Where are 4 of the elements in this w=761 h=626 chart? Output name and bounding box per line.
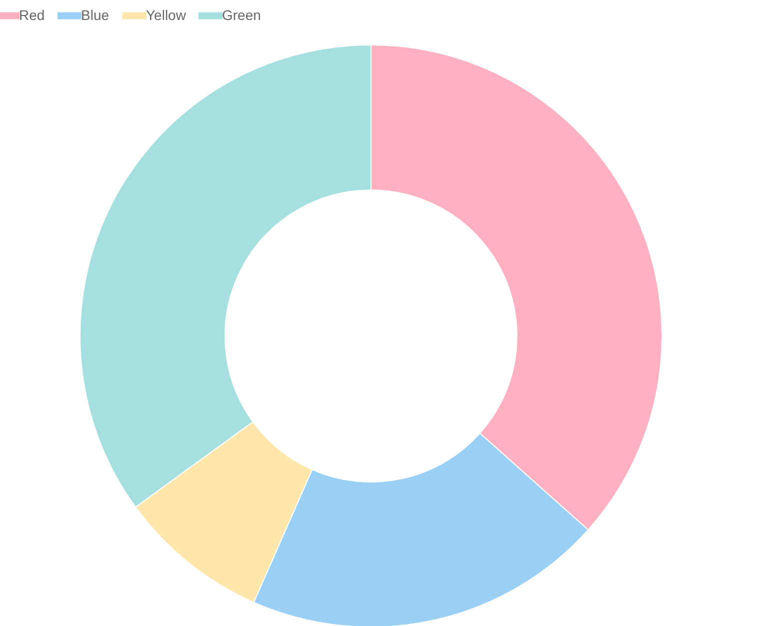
legend-label: Blue <box>81 6 110 23</box>
legend-label: Yellow <box>146 6 187 23</box>
legend-label: Green <box>222 6 261 23</box>
legend-label: Red <box>19 6 45 23</box>
